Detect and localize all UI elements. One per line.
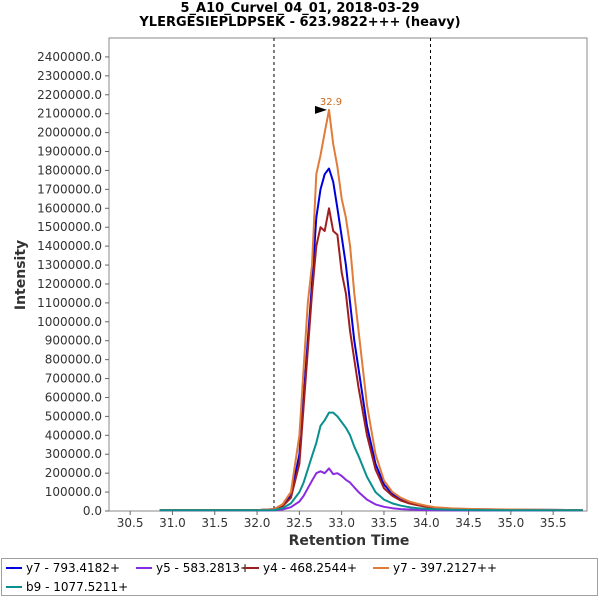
y-tick-label: 1500000.0 (37, 220, 102, 234)
series-line (159, 411, 583, 512)
legend-item: y7 - 793.4182+ (6, 560, 120, 576)
y-tick-label: 800000.0 (45, 353, 102, 367)
legend-swatch (136, 567, 152, 569)
legend-item: y5 - 583.2813+ (136, 560, 250, 576)
x-tick-label: 34.0 (413, 516, 440, 530)
y-tick-label: 1600000.0 (37, 201, 102, 215)
y-tick-label: 1100000.0 (37, 296, 102, 310)
y-tick-label: 2200000.0 (37, 88, 102, 102)
legend-label: y7 - 397.2127++ (393, 561, 498, 575)
y-tick-label: 400000.0 (45, 428, 102, 442)
legend-label: y5 - 583.2813+ (156, 561, 251, 575)
x-tick-label: 32.5 (286, 516, 313, 530)
legend-item: y7 - 397.2127++ (373, 560, 497, 576)
peak-annotation: 32.9 (314, 97, 342, 114)
legend-label: y4 - 468.2544+ (263, 561, 358, 575)
y-tick-label: 1700000.0 (37, 182, 102, 196)
legend-item: y4 - 468.2544+ (243, 560, 357, 576)
legend-swatch (243, 567, 259, 569)
x-tick-label: 31.0 (159, 516, 186, 530)
y-tick-label: 200000.0 (45, 466, 102, 480)
y-tick-label: 2300000.0 (37, 69, 102, 83)
legend-swatch (6, 586, 22, 588)
y-tick-label: 1800000.0 (37, 163, 102, 177)
y-tick-label: 1300000.0 (37, 258, 102, 272)
y-axis-title: Intensity (13, 240, 29, 310)
y-tick-label: 600000.0 (45, 390, 102, 404)
series-line (159, 207, 583, 512)
x-tick-label: 35.5 (540, 516, 567, 530)
legend-swatch (6, 567, 22, 569)
series-line (159, 467, 583, 512)
integration-bounds (273, 38, 431, 511)
y-tick-label: 2000000.0 (37, 126, 102, 140)
y-tick-label: 2100000.0 (37, 107, 102, 121)
legend-swatch (373, 567, 389, 569)
x-tick-label: 30.5 (117, 516, 144, 530)
y-tick-label: 0.0 (83, 504, 102, 518)
series-lines (159, 108, 583, 512)
series-line (159, 108, 583, 512)
legend-label: y7 - 793.4182+ (26, 561, 121, 575)
y-axis: 0.0 100000.0 200000.0 300000.0 400000.0 50000… (37, 50, 109, 518)
y-tick-label: 500000.0 (45, 409, 102, 423)
legend-label: b9 - 1077.5211+ (26, 580, 129, 594)
peak-label: 32.9 (320, 97, 342, 108)
peak-marker-icon (314, 105, 327, 114)
y-tick-label: 1400000.0 (37, 239, 102, 253)
x-tick-label: 32.0 (244, 516, 271, 530)
x-tick-label: 33.0 (328, 516, 355, 530)
legend-item: b9 - 1077.5211+ (6, 579, 128, 595)
chart-subtitle: YLERGESIEPLDPSEK - 623.9822+++ (heavy) (138, 15, 460, 30)
y-tick-label: 100000.0 (45, 485, 102, 499)
x-axis-title: Retention Time (289, 533, 410, 549)
y-tick-label: 300000.0 (45, 447, 102, 461)
y-tick-label: 2400000.0 (37, 50, 102, 64)
y-tick-label: 1000000.0 (37, 315, 102, 329)
chart-legend: y7 - 793.4182+ y5 - 583.2813+ y4 - 468.254… (1, 558, 598, 596)
y-tick-label: 1200000.0 (37, 277, 102, 291)
chart-title: 5_A10_Curvel_04_01, 2018-03-29 (181, 1, 420, 16)
x-tick-label: 35.0 (497, 516, 524, 530)
x-tick-label: 34.5 (455, 516, 482, 530)
y-tick-label: 1900000.0 (37, 145, 102, 159)
y-tick-label: 700000.0 (45, 372, 102, 386)
x-tick-label: 31.5 (201, 516, 228, 530)
x-axis: 30.5 31.0 31.5 32.0 32.5 33.0 33.5 34.0 34.5 35.0… (117, 511, 567, 530)
y-tick-label: 900000.0 (45, 334, 102, 348)
plot-area (108, 37, 588, 512)
x-tick-label: 33.5 (371, 516, 398, 530)
